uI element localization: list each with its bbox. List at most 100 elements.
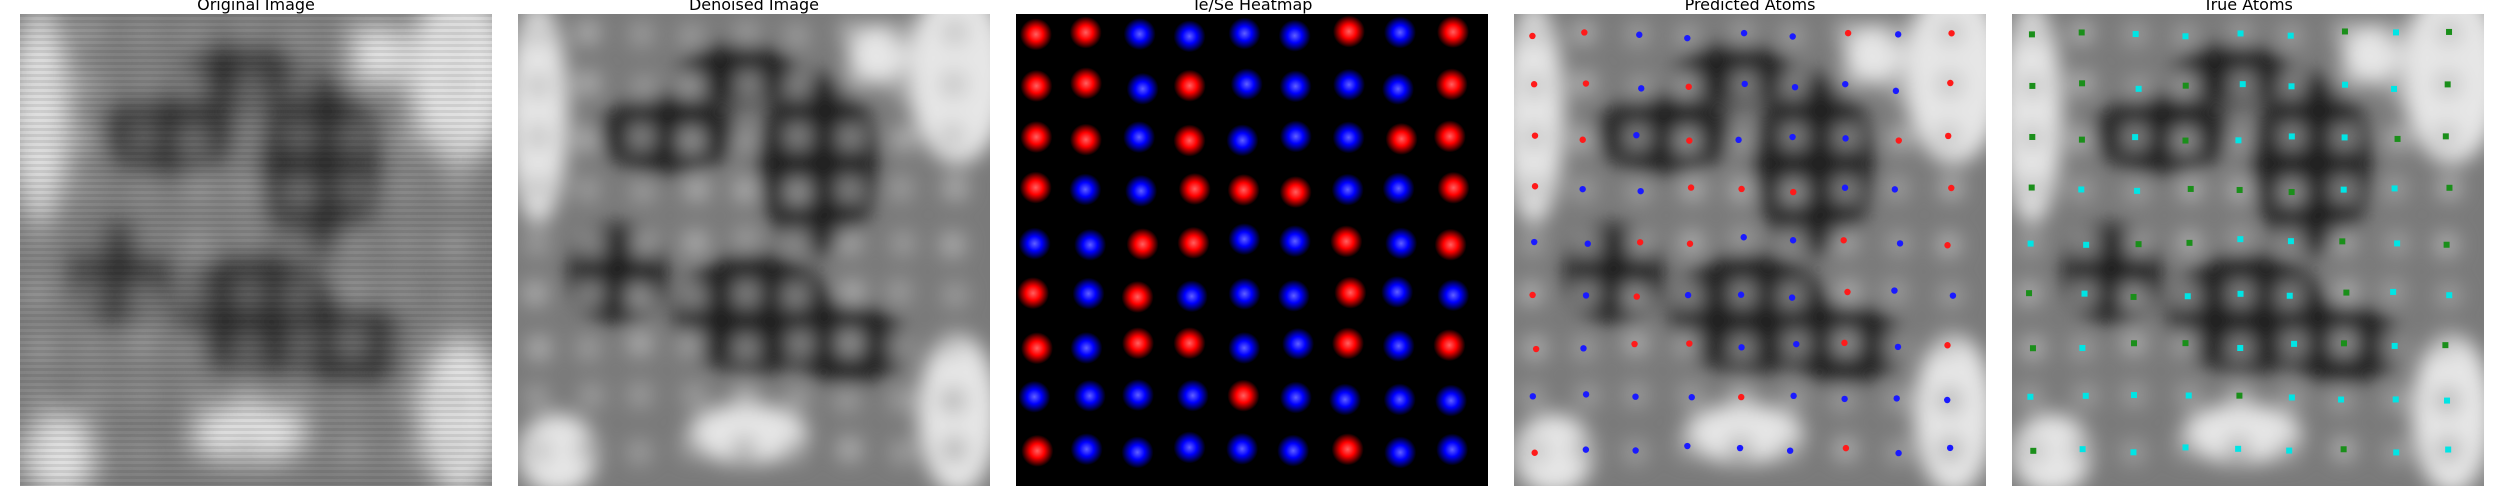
te-heat-spot [1021, 434, 1054, 467]
true-te-atom [2078, 29, 2085, 36]
predicted-atoms-panel: Predicted Atoms [1514, 0, 1986, 490]
true-te-atom [2236, 186, 2243, 193]
atom-blob [526, 437, 553, 464]
te-heat-spot [1020, 69, 1053, 102]
atom-blob [887, 175, 914, 202]
te-heat-spot [1435, 68, 1468, 101]
atom-blob [678, 23, 705, 50]
true-se-atom [2235, 137, 2242, 144]
se-heat-spot [1329, 383, 1362, 416]
te-heat-spot [1227, 379, 1260, 412]
predicted-te-atom [1685, 83, 1692, 90]
true-se-atom [2078, 186, 2085, 193]
se-heat-spot [1437, 279, 1470, 312]
true-se-atom [2083, 241, 2090, 248]
predicted-te-atom [1531, 132, 1539, 139]
panel-title: Denoised Image [688, 0, 820, 14]
se-heat-spot [1228, 331, 1261, 364]
atom-blob [782, 437, 809, 464]
atom-blob [678, 127, 705, 154]
predicted-se-atom [1736, 444, 1744, 452]
te-heat-spot [1437, 171, 1470, 204]
predicted-se-atom [1893, 395, 1900, 402]
panel-title: Predicted Atoms [1684, 0, 1816, 14]
se-heat-spot [1278, 19, 1311, 52]
atom-blob [678, 330, 705, 357]
te-heat-spot [1069, 123, 1102, 156]
atom-blob [683, 175, 710, 202]
bright-region [1514, 14, 1564, 224]
true-te-atom [2182, 137, 2189, 144]
predicted-te-atom [1686, 340, 1693, 347]
denoised-image-panel: Denoised Image [518, 0, 990, 490]
atom-blob [524, 174, 551, 201]
true-te-atom [2026, 290, 2033, 297]
te-heat-spot [1279, 176, 1312, 209]
atom-blob [575, 436, 602, 463]
predicted-te-atom [1633, 293, 1640, 300]
atom-blob [939, 231, 966, 258]
true-se-atom [2027, 240, 2034, 247]
predicted-te-atom [1842, 444, 1850, 452]
predicted-te-atom [1948, 184, 1955, 192]
se-heat-spot [1073, 379, 1106, 412]
predicted-se-atom [1789, 33, 1796, 40]
atom-blob [784, 73, 811, 100]
predicted-se-atom [1786, 447, 1794, 454]
true-se-atom [2237, 236, 2244, 243]
true-se-atom [2338, 396, 2345, 403]
predicted-te-atom [1579, 136, 1586, 143]
predicted-se-atom [1632, 447, 1639, 454]
predicted-se-atom [1738, 344, 1745, 351]
te-heat-spot [1332, 15, 1365, 48]
se-heat-spot [1332, 121, 1365, 154]
atom-blob [888, 386, 915, 413]
atom-blob [630, 177, 657, 204]
se-heat-spot [1331, 173, 1364, 206]
predicted-te-atom [1686, 137, 1693, 144]
atom-blob [732, 382, 759, 409]
true-te-atom [2341, 28, 2348, 35]
true-te-atom [2078, 136, 2085, 143]
predicted-te-atom [1844, 29, 1852, 37]
true-se-atom [2237, 290, 2244, 297]
predicted-se-atom [1741, 80, 1748, 88]
dark-region [598, 94, 738, 174]
true-se-atom [2287, 238, 2294, 245]
te-heat-spot [1126, 228, 1159, 261]
true-se-atom [2134, 187, 2141, 194]
atom-blob [938, 123, 965, 150]
atom-blob [733, 280, 760, 307]
predicted-te-atom [1790, 188, 1797, 196]
predicted-se-atom [1582, 292, 1590, 299]
true-te-atom [2135, 241, 2142, 248]
predicted-se-atom [1684, 34, 1691, 42]
predicted-se-atom [1841, 184, 1849, 191]
atom-blob [524, 21, 551, 48]
se-heat-spot [1384, 436, 1417, 469]
predicted-se-atom [1841, 395, 1848, 403]
se-heat-spot [1435, 384, 1468, 417]
se-heat-spot [1383, 383, 1416, 416]
true-te-atom [2131, 340, 2138, 347]
true-se-atom [2287, 32, 2294, 39]
se-heat-spot [1070, 433, 1103, 466]
true-te-atom [2079, 80, 2086, 87]
true-te-atom [2442, 133, 2449, 140]
te-heat-spot [1173, 69, 1206, 102]
se-heat-spot [1074, 228, 1107, 261]
atom-blob [680, 283, 707, 310]
atom-blob [579, 231, 606, 258]
atom-blob [735, 71, 762, 98]
true-se-atom [2390, 288, 2397, 295]
true-se-atom [2391, 342, 2398, 349]
te-heat-spot [1122, 327, 1155, 360]
atom-blob [834, 386, 861, 413]
true-se-atom [2342, 81, 2349, 88]
true-te-atom [2182, 340, 2189, 347]
dark-region [1754, 74, 1874, 254]
predicted-se-atom [1894, 343, 1902, 351]
true-te-atom [2028, 31, 2035, 38]
true-se-atom [2286, 447, 2293, 454]
se-heat-spot [1333, 68, 1366, 101]
